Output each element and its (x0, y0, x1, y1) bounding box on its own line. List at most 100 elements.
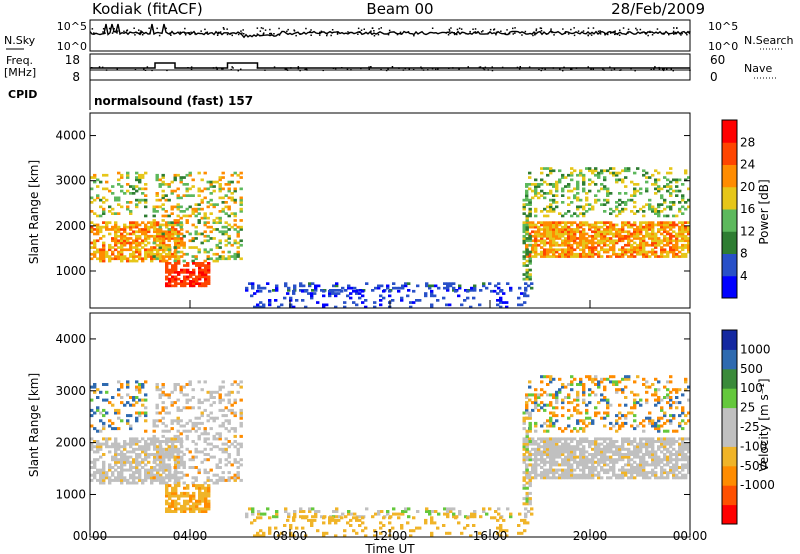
power-cell (203, 171, 207, 175)
power-cell (165, 284, 169, 288)
power-cell (144, 239, 148, 243)
power-cell (657, 185, 661, 188)
power-cell (633, 192, 637, 195)
power-cell (561, 243, 565, 247)
velocity-cell (657, 401, 661, 405)
power-cell (212, 185, 216, 188)
velocity-cell (167, 411, 171, 415)
power-cell (525, 225, 529, 229)
velocity-cell (555, 440, 559, 443)
power-cell (182, 183, 186, 186)
power-cell (105, 255, 109, 258)
power-cell (215, 216, 219, 220)
power-cell (239, 196, 243, 200)
nsearch-point (388, 29, 391, 32)
nave-point (491, 69, 494, 72)
velocity-cell (633, 445, 637, 449)
power-cell (162, 230, 166, 234)
velocity-cell (377, 510, 381, 513)
power-cell (663, 243, 667, 247)
power-cell (645, 176, 649, 179)
power-cell (230, 173, 234, 177)
velocity-cell (537, 447, 541, 451)
velocity-cell (138, 455, 142, 459)
power-cell (678, 189, 682, 193)
velocity-cell (192, 507, 196, 511)
power-cell (218, 241, 222, 245)
power-cell (687, 187, 691, 191)
velocity-cell (540, 471, 544, 475)
velocity-cell (636, 442, 640, 446)
power-cell (132, 241, 136, 245)
power-cell (334, 294, 338, 298)
velocity-cell (621, 473, 625, 477)
power-cell (576, 192, 580, 195)
power-cell (645, 250, 649, 254)
velocity-cell (138, 473, 142, 477)
power-cell (591, 255, 595, 258)
velocity-cell (93, 385, 97, 389)
power-cell (239, 239, 243, 243)
nsearch-point (582, 30, 585, 32)
power-cell (522, 198, 526, 202)
power-cell (594, 223, 598, 227)
power-cell (96, 248, 100, 252)
power-cell (543, 225, 547, 229)
power-cell (233, 241, 237, 245)
velocity-cell (681, 473, 685, 477)
velocity-cell (618, 473, 622, 477)
velocity-cell (555, 447, 559, 451)
power-cell (165, 277, 169, 281)
power-cell (666, 178, 670, 182)
power-cell (666, 171, 670, 175)
power-cell (144, 234, 148, 238)
velocity-cell (355, 531, 359, 535)
power-cell (120, 173, 124, 177)
velocity-cell (155, 406, 159, 410)
power-cell (597, 221, 601, 224)
velocity-cell (534, 396, 538, 399)
power-cell (597, 176, 601, 179)
power-cell (651, 243, 655, 247)
velocity-cell (230, 408, 234, 412)
power-cell (102, 173, 106, 177)
power-cell (600, 203, 604, 206)
power-cell (192, 284, 196, 288)
power-cell (227, 237, 231, 240)
power-cell (648, 234, 652, 238)
velocity-cell (123, 447, 127, 451)
power-cell (582, 221, 586, 224)
power-cell (129, 212, 133, 215)
velocity-cell (630, 453, 634, 456)
velocity-cell (657, 429, 661, 433)
velocity-cell (365, 507, 369, 511)
power-cell (687, 232, 691, 236)
power-cell (549, 183, 553, 186)
velocity-cell (528, 471, 532, 475)
velocity-cell (627, 453, 631, 456)
power-cell (564, 225, 568, 229)
power-cell (627, 243, 631, 247)
velocity-cell (609, 421, 613, 425)
velocity-cell (185, 398, 189, 402)
velocity-cell (96, 450, 100, 454)
velocity-cell (549, 437, 553, 441)
nsearch-point (326, 33, 328, 35)
velocity-cell (543, 403, 547, 407)
nsearch-point (480, 31, 483, 33)
nave-point (518, 67, 521, 70)
velocity-cell (227, 440, 231, 443)
power-cell (108, 248, 112, 252)
power-cell (618, 237, 622, 240)
velocity-cell (209, 442, 213, 446)
velocity-cell (651, 458, 655, 462)
power-cell (259, 305, 263, 309)
power-cell (681, 183, 685, 186)
power-cell (594, 169, 598, 173)
velocity-cell (579, 455, 583, 459)
velocity-cell (615, 388, 619, 392)
velocity-cell (636, 375, 640, 379)
velocity-cell (612, 440, 616, 443)
velocity-cell (543, 442, 547, 446)
power-cell (660, 228, 664, 231)
